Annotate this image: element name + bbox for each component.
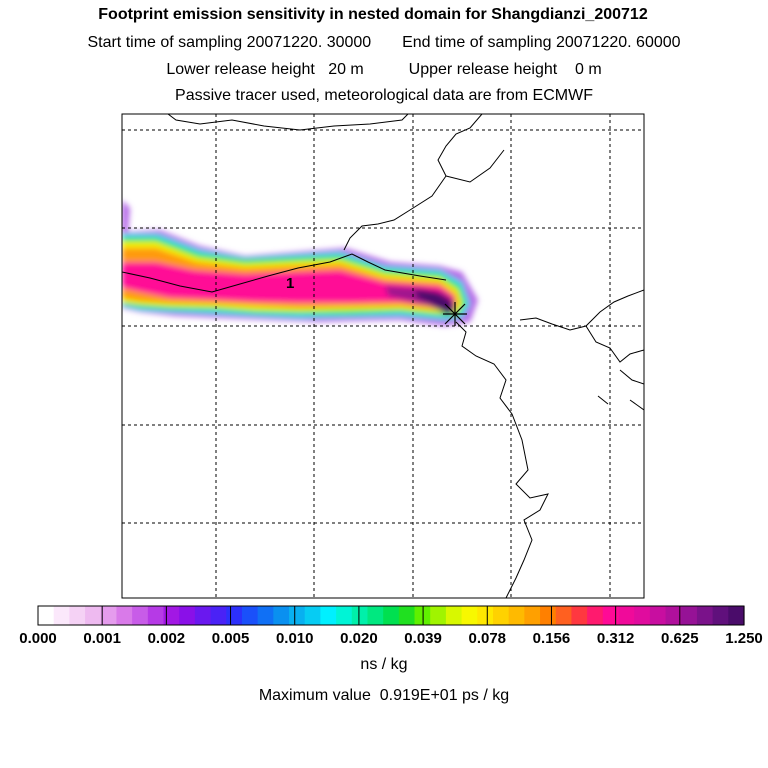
coastline	[122, 114, 644, 598]
colorbar-tick-label: 0.002	[147, 630, 186, 647]
colorbar-tick-label: 0.001	[83, 630, 121, 647]
colorbar-tick-label: 0.156	[532, 630, 571, 647]
upper-release-height: Upper release height 0 m	[408, 61, 602, 78]
plume-core	[415, 290, 454, 314]
emission-plume	[122, 200, 478, 326]
sampling-times: Start time of sampling 20071220. 30000 E…	[0, 34, 768, 52]
map-frame	[121, 113, 645, 599]
lat-lon-grid	[122, 114, 644, 598]
footprint-map: 1	[121, 113, 645, 599]
colorbar-tick-label: 0.005	[211, 630, 250, 647]
figure-title: Footprint emission sensitivity in nested…	[98, 6, 648, 23]
release-heights: Lower release height 20 m Upper release …	[0, 61, 768, 79]
colorbar-tick-label: 0.020	[340, 630, 378, 647]
end-time: End time of sampling 20071220. 60000	[402, 34, 681, 51]
start-time: Start time of sampling 20071220. 30000	[87, 34, 372, 51]
colorbar-tick-label: 0.039	[404, 630, 442, 647]
plume-band-magenta	[122, 262, 454, 308]
maximum-value: Maximum value 0.919E+01 ps / kg	[258, 687, 510, 704]
lower-release-height: Lower release height 20 m	[166, 61, 364, 78]
colorbar-tick-label: 0.078	[468, 630, 507, 647]
colorbar-tick-label: 0.000	[19, 630, 57, 647]
colorbar-tick-label: 1.250	[725, 630, 763, 647]
contour-label: 1	[286, 275, 294, 292]
colorbar-tick-label: 0.312	[596, 630, 635, 647]
colorbar-tick-label: 0.010	[275, 630, 314, 647]
receptor-star-icon	[443, 302, 467, 326]
tracer-note: Passive tracer used, meteorological data…	[175, 87, 593, 104]
colorbar-units: ns / kg	[360, 656, 408, 673]
colorbar-tick-label: 0.625	[661, 630, 699, 647]
